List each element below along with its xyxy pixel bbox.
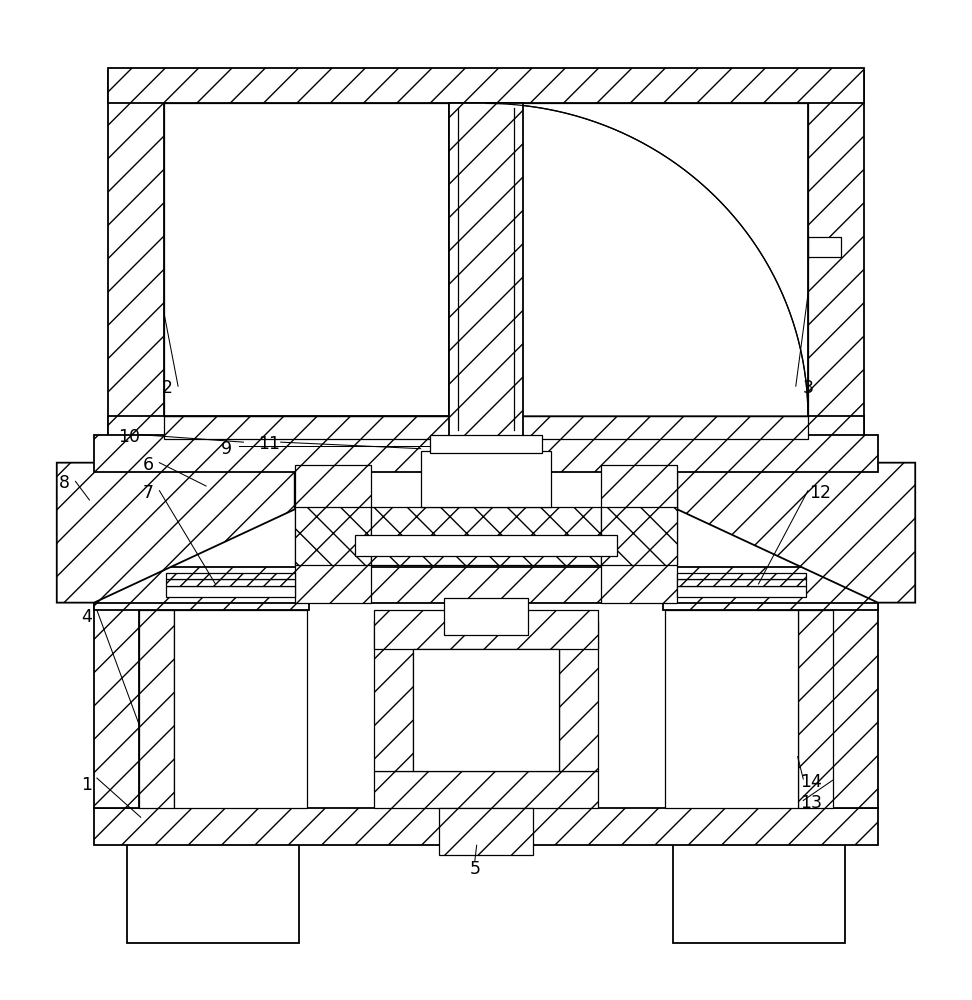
Bar	[108, 68, 864, 103]
Bar	[374, 621, 413, 771]
Bar	[94, 575, 139, 808]
Bar	[174, 610, 307, 808]
Bar	[833, 575, 878, 808]
Bar	[139, 610, 174, 808]
Bar	[94, 580, 309, 610]
Text: 3: 3	[803, 379, 814, 397]
Bar	[601, 465, 677, 603]
Bar	[126, 836, 299, 943]
Bar	[108, 416, 864, 439]
Polygon shape	[677, 463, 916, 603]
Bar	[665, 610, 798, 808]
Polygon shape	[56, 463, 295, 603]
Bar	[421, 451, 551, 507]
Bar	[371, 507, 601, 565]
Bar	[356, 535, 616, 556]
Bar	[673, 836, 846, 943]
Bar	[164, 416, 808, 439]
Text: 8: 8	[58, 474, 70, 492]
Bar	[94, 808, 878, 845]
Bar	[808, 71, 864, 435]
Bar	[295, 507, 371, 565]
Bar	[166, 579, 295, 586]
Bar	[374, 610, 598, 649]
Bar	[166, 573, 295, 579]
Text: 10: 10	[119, 428, 141, 446]
Text: 6: 6	[143, 456, 154, 474]
Bar	[108, 71, 164, 435]
Bar	[430, 435, 542, 453]
Bar	[94, 567, 878, 603]
Bar	[439, 808, 533, 855]
Bar	[449, 103, 523, 439]
Text: 12: 12	[809, 484, 831, 502]
Text: 13: 13	[800, 794, 821, 812]
Bar	[413, 649, 559, 771]
Bar	[677, 579, 806, 586]
Bar	[166, 586, 295, 597]
Text: 14: 14	[800, 773, 821, 791]
Text: 7: 7	[143, 484, 154, 502]
Bar	[295, 465, 371, 603]
Bar	[677, 573, 806, 579]
Bar	[559, 621, 598, 771]
Text: 11: 11	[259, 435, 281, 453]
Text: 5: 5	[469, 860, 480, 878]
Text: 9: 9	[221, 440, 232, 458]
Text: 1: 1	[81, 776, 92, 794]
Text: 4: 4	[82, 608, 92, 626]
Bar	[444, 598, 528, 635]
Polygon shape	[449, 103, 808, 416]
Bar	[677, 586, 806, 597]
Text: 2: 2	[161, 379, 172, 397]
Bar	[94, 435, 878, 472]
Bar	[374, 771, 598, 808]
Bar	[663, 580, 878, 610]
Bar	[601, 507, 677, 565]
Bar	[808, 237, 841, 257]
Bar	[798, 610, 833, 808]
